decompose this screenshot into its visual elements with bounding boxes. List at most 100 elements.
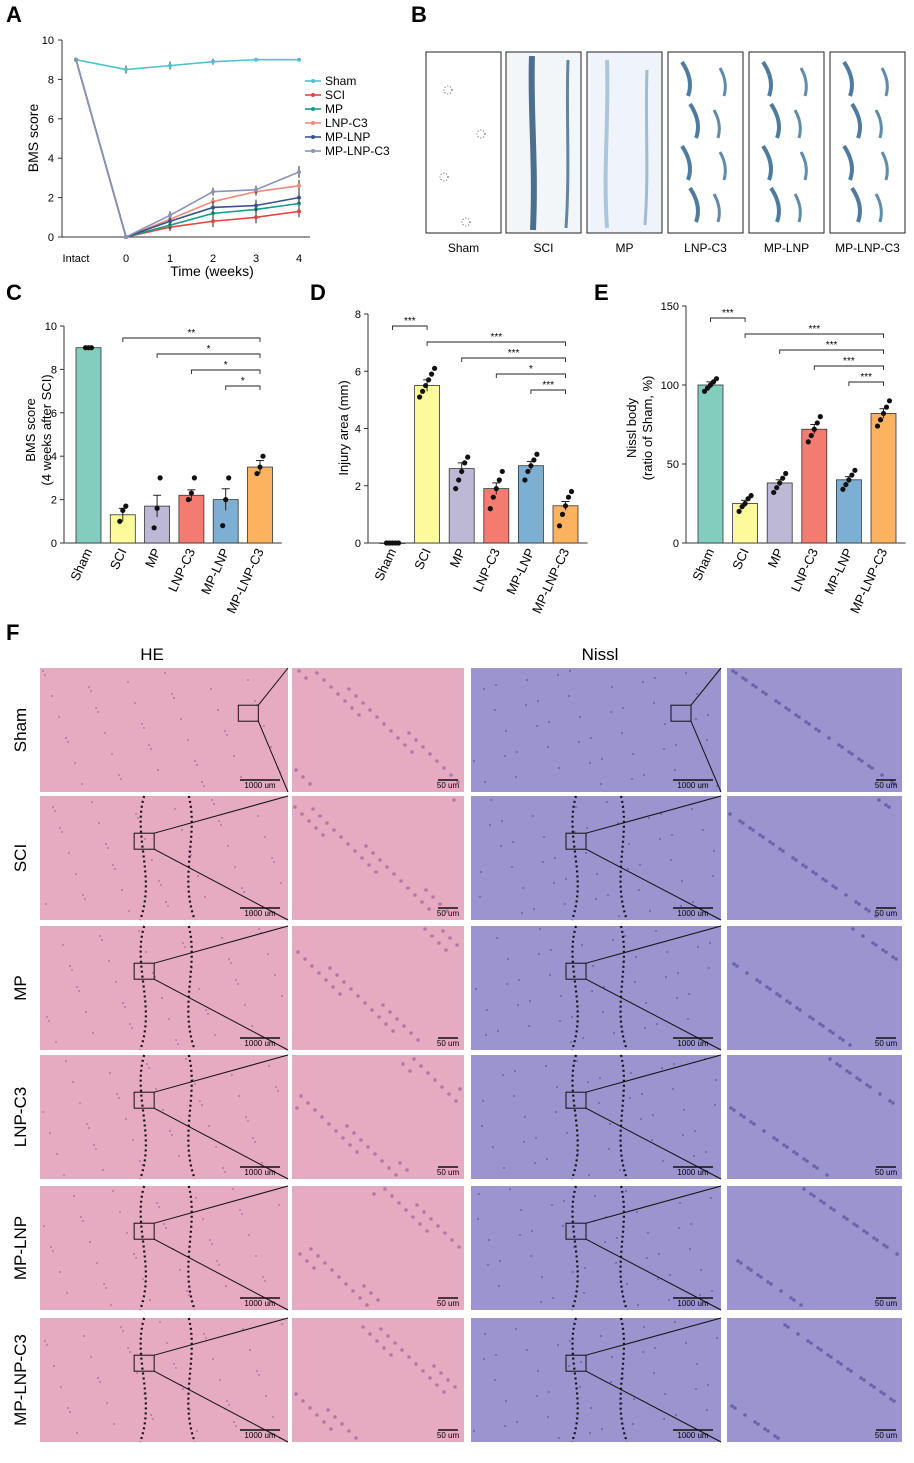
panel-f-cell [315, 671, 319, 675]
chart-c-datapoint [120, 507, 126, 514]
panel-f-cell [257, 815, 259, 817]
panel-b-stain-streak [680, 60, 692, 97]
panel-f-cell [569, 670, 571, 672]
panel-f-cell [88, 686, 90, 688]
panel-f-cell [368, 708, 372, 712]
panel-f-cell [611, 686, 613, 688]
panel-f-cell [778, 847, 782, 851]
panel-f-cell [349, 987, 353, 991]
panel-f-image [40, 1055, 288, 1179]
chart-c-xtick-label: SCI [107, 546, 130, 572]
panel-f-cell [503, 1167, 505, 1169]
panel-f-cell [217, 709, 219, 711]
chart-d: Injury area (mm) 0 2 4 6 8 Sham SCI MP LNP-C3 MP-… [336, 309, 588, 616]
panel-f-cell [240, 776, 242, 778]
panel-f-cell [881, 948, 885, 952]
panel-f-cell [604, 1241, 606, 1243]
chart-d-datapoint [462, 460, 468, 466]
panel-f-cell [560, 995, 562, 997]
panel-f-row-label: SCI [11, 844, 30, 872]
chart-e-bar [697, 384, 724, 544]
panel-f-cell [855, 1076, 859, 1080]
panel-f-cell [357, 713, 361, 717]
panel-f-cell [48, 1020, 50, 1022]
panel-f-cell [247, 1120, 249, 1122]
panel-f-cell [835, 1062, 839, 1066]
panel-f-cell [232, 1188, 234, 1190]
panel-f-cell [575, 806, 577, 808]
panel-f-cell [732, 1108, 736, 1112]
panel-f-cell [213, 803, 215, 805]
panel-b-images: Sham SCI MP LNP-C3 MP-LNP MP-LNP-C3 [425, 51, 906, 255]
panel-f-title-nissl: Nissl [582, 645, 619, 664]
panel-f-cell [794, 858, 798, 862]
chart-d-significance-bracket [530, 389, 566, 394]
panel-f-cell [809, 1192, 813, 1196]
panel-f-cell [693, 1155, 695, 1157]
panel-f-image [40, 1318, 288, 1442]
panel-f-cell [425, 1229, 429, 1233]
panel-f-cell [59, 827, 61, 829]
panel-f-grid: Sham 1000 um 50 um 1000 um 50 um SCI 1000 um 50… [11, 667, 902, 1443]
chart-a-legend-marker [311, 135, 315, 139]
panel-f-cell [553, 882, 555, 884]
panel-f-cell [201, 781, 203, 783]
panel-f-cell [804, 865, 808, 869]
panel-f-cell [133, 1253, 135, 1255]
panel-f-cell [752, 1122, 756, 1126]
chart-a-point [74, 57, 78, 62]
panel-f-texture: 50 um [736, 1187, 899, 1308]
panel-f-cell [114, 868, 116, 870]
panel-f-cell [258, 1374, 260, 1376]
panel-f-cell [344, 1282, 348, 1286]
panel-f-cell [412, 1057, 416, 1061]
panel-f-cell [473, 760, 475, 762]
chart-e-bar [836, 479, 862, 544]
panel-f-cell [157, 769, 159, 771]
panel-f-cell [393, 1341, 397, 1345]
panel-f-cell [716, 1337, 718, 1339]
panel-f-cell [836, 1360, 840, 1364]
panel-f-cell [449, 773, 453, 777]
panel-f-cell [233, 1421, 235, 1423]
panel-f-cell [275, 1086, 277, 1088]
panel-f-cell [840, 745, 844, 749]
chart-e-datapoint [713, 376, 720, 382]
panel-f-cell [792, 1150, 796, 1154]
panel-f-cell [126, 1232, 128, 1234]
panel-f-cell [506, 983, 508, 985]
panel-f-cell [321, 833, 325, 837]
chart-d-xtick-label: MP [447, 546, 469, 570]
panel-f-scale-label: 1000 um [244, 1168, 275, 1177]
chart-e-significance-bracket [710, 317, 746, 322]
panel-f-image [40, 1186, 288, 1310]
chart-e-datapoint [748, 493, 754, 499]
panel-f-cell [369, 1291, 373, 1295]
panel-f-cell [201, 1104, 203, 1106]
panel-f-cell [707, 714, 709, 716]
panel-f-image [40, 926, 288, 1050]
panel-f-texture: 1000 um [473, 667, 722, 793]
panel-f-cell [385, 865, 389, 869]
panel-f-cell [668, 1299, 670, 1301]
panel-f-cell [265, 1395, 267, 1397]
panel-f-cell [831, 1031, 835, 1035]
panel-f-cell [733, 1406, 737, 1410]
panel-f-cell [80, 1216, 82, 1218]
panel-f-cell [111, 753, 113, 755]
panel-f-scale-label: 50 um [437, 781, 460, 790]
panel-f-cell [497, 1030, 499, 1032]
panel-f-cell [854, 900, 858, 904]
panel-f-cell [625, 1190, 627, 1192]
panel-f-cell [226, 734, 228, 736]
panel-f-cell [110, 1304, 112, 1306]
panel-f-cell [515, 776, 517, 778]
panel-f-cell [52, 806, 54, 808]
chart-a-series-line [75, 58, 299, 71]
panel-f-cell [788, 1001, 792, 1005]
chart-e-datapoint [771, 489, 777, 496]
chart-d-significance-bracket [392, 325, 428, 330]
panel-f-cell [633, 1398, 635, 1400]
panel-f-cell [769, 1282, 773, 1286]
